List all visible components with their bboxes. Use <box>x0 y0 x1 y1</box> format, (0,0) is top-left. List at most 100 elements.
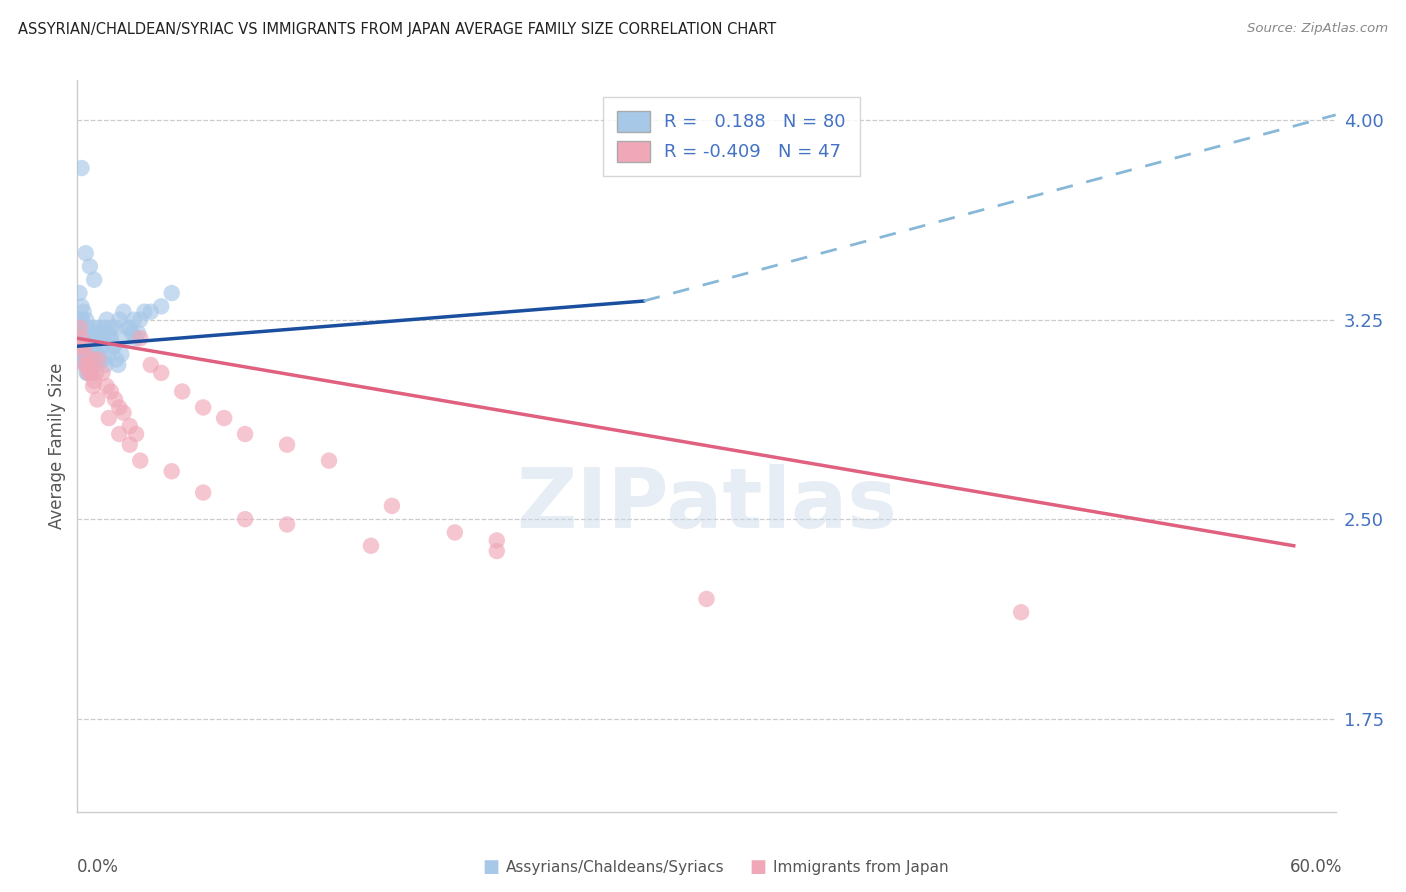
Point <box>87 326 110 340</box>
Point <box>84 339 107 353</box>
Point <box>108 427 131 442</box>
Point <box>69 339 91 353</box>
Point <box>80 347 103 361</box>
Point <box>73 347 96 361</box>
Point <box>73 339 96 353</box>
Point <box>98 331 121 345</box>
Point <box>80 331 103 345</box>
Point <box>86 347 108 361</box>
Point <box>114 331 136 345</box>
Point <box>117 320 139 334</box>
Point <box>100 384 122 399</box>
Point <box>77 358 100 372</box>
Point <box>160 464 183 478</box>
Point <box>112 304 135 318</box>
Point <box>276 438 298 452</box>
Point <box>112 406 135 420</box>
Point <box>139 304 162 318</box>
Point <box>93 320 115 334</box>
Text: ZIPatlas: ZIPatlas <box>516 464 897 545</box>
Point <box>1010 605 1032 619</box>
Point <box>79 326 101 340</box>
Point <box>72 304 94 318</box>
Point <box>75 326 97 340</box>
Point <box>276 517 298 532</box>
Point <box>118 320 141 334</box>
Point <box>97 347 120 361</box>
Point <box>70 352 93 367</box>
Point <box>70 312 93 326</box>
Point <box>83 320 105 334</box>
Point <box>150 299 173 313</box>
Point <box>69 326 91 340</box>
Point <box>212 411 235 425</box>
Point <box>67 286 90 301</box>
Point <box>86 331 108 345</box>
Point <box>79 260 101 274</box>
Point <box>485 544 508 558</box>
Point <box>82 379 104 393</box>
Point <box>191 485 215 500</box>
Point <box>87 352 110 367</box>
Point <box>82 339 104 353</box>
Text: 0.0%: 0.0% <box>77 858 120 876</box>
Point <box>70 161 93 175</box>
Point <box>134 304 156 318</box>
Point <box>76 331 98 345</box>
Point <box>93 352 115 367</box>
Point <box>79 339 101 353</box>
Point <box>96 379 118 393</box>
Point <box>70 299 93 313</box>
Point <box>76 352 98 367</box>
Point <box>129 312 152 326</box>
Point <box>75 347 97 361</box>
Point <box>233 512 256 526</box>
Point <box>79 358 101 372</box>
Point <box>84 366 107 380</box>
Point <box>89 339 111 353</box>
Point <box>129 453 152 467</box>
Point <box>80 352 103 367</box>
Point <box>108 312 131 326</box>
Point <box>191 401 215 415</box>
Point <box>86 392 108 407</box>
Point <box>381 499 404 513</box>
Point <box>105 352 128 367</box>
Point <box>150 366 173 380</box>
Point <box>101 320 124 334</box>
Point <box>83 273 105 287</box>
Point <box>72 339 94 353</box>
Point <box>69 339 91 353</box>
Point <box>69 320 91 334</box>
Point <box>82 352 104 367</box>
Point <box>80 366 103 380</box>
Point <box>103 339 125 353</box>
Point <box>172 384 194 399</box>
Point <box>73 352 96 367</box>
Legend: R =   0.188   N = 80, R = -0.409   N = 47: R = 0.188 N = 80, R = -0.409 N = 47 <box>603 96 860 177</box>
Point <box>82 339 104 353</box>
Point <box>129 331 152 345</box>
Point <box>72 320 94 334</box>
Point <box>76 358 98 372</box>
Point <box>94 358 117 372</box>
Point <box>104 392 127 407</box>
Point <box>77 320 100 334</box>
Point <box>108 401 131 415</box>
Point <box>485 533 508 548</box>
Point <box>97 326 120 340</box>
Point <box>83 358 105 372</box>
Point <box>69 312 91 326</box>
Point <box>75 358 97 372</box>
Point <box>90 339 112 353</box>
Text: Immigrants from Japan: Immigrants from Japan <box>773 860 949 874</box>
Point <box>125 331 148 345</box>
Y-axis label: Average Family Size: Average Family Size <box>48 363 66 529</box>
Point <box>318 453 340 467</box>
Point <box>97 411 120 425</box>
Point <box>139 358 162 372</box>
Point <box>118 438 141 452</box>
Point <box>91 331 114 345</box>
Point <box>100 331 122 345</box>
Text: Source: ZipAtlas.com: Source: ZipAtlas.com <box>1247 22 1388 36</box>
